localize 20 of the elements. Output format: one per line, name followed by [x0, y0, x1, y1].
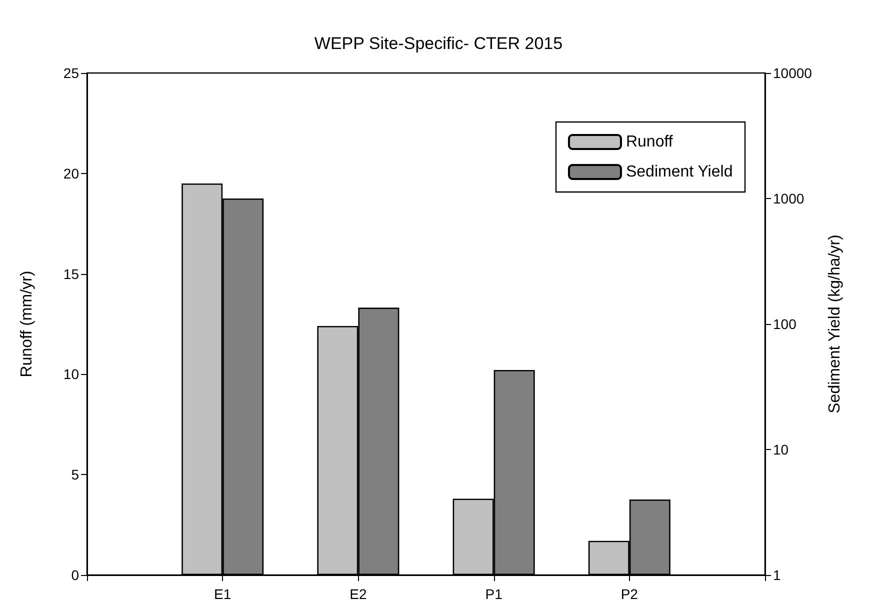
y2-axis-title: Sediment Yield (kg/ha/yr)	[826, 234, 844, 414]
y2-tick-label: 1	[773, 567, 781, 583]
y-tick-label: 20	[63, 165, 80, 182]
x-tick-label: E1	[214, 586, 232, 602]
y2-tick-label: 10	[773, 442, 789, 458]
x-tick-label: E2	[350, 586, 367, 602]
y-tick-label: 15	[63, 266, 80, 282]
y2-tick-label: 1000	[773, 190, 804, 206]
y2-tick-label: 10000	[773, 65, 812, 81]
y-axis-title: Runoff (mm/yr)	[18, 270, 36, 378]
y-tick-label: 5	[71, 466, 80, 483]
x-tick-label: P2	[620, 586, 638, 602]
legend-label: Sediment Yield	[626, 164, 733, 180]
y-tick-label: 0	[71, 567, 80, 583]
y2-tick-label: 100	[773, 316, 797, 332]
y-tick-label: 25	[63, 65, 80, 81]
legend-label: Runoff	[626, 134, 674, 150]
x-tick-label: P1	[485, 586, 503, 602]
y-tick-label: 10	[63, 366, 80, 382]
chart-title: WEPP Site-Specific- CTER 2015	[314, 34, 563, 53]
